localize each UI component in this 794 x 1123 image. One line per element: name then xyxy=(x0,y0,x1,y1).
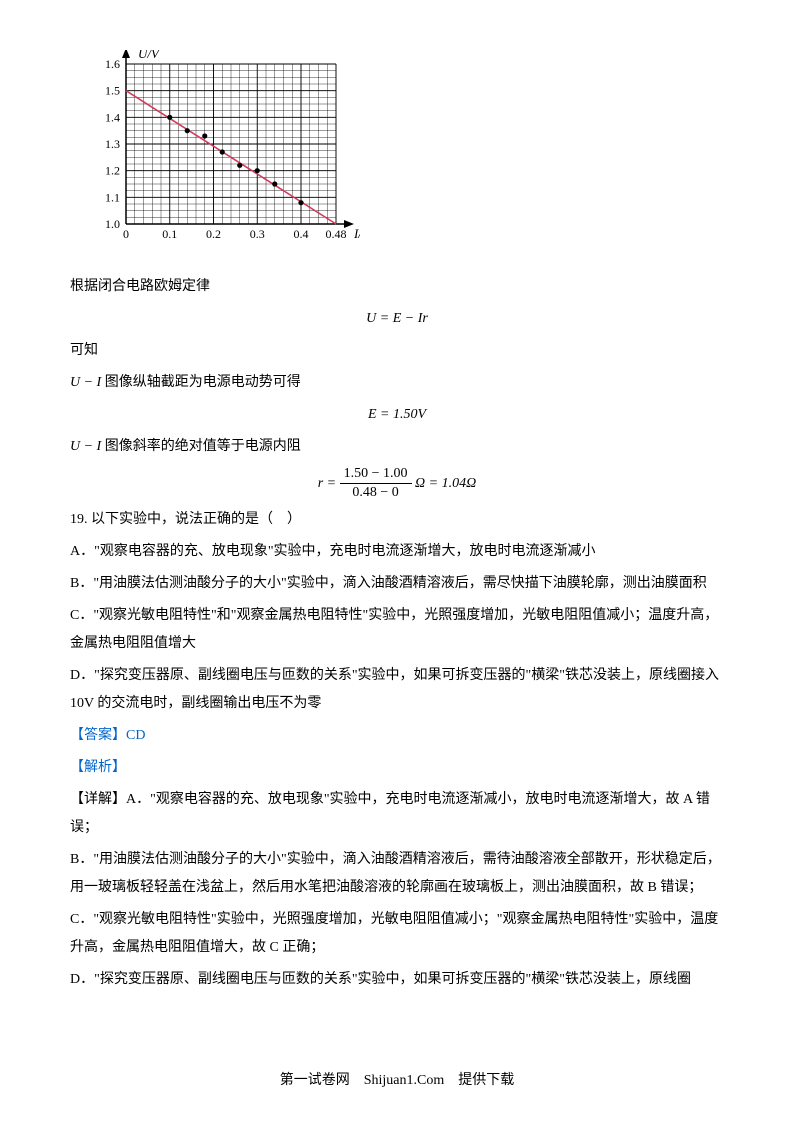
page-footer: 第一试卷网 Shijuan1.Com 提供下载 xyxy=(0,1067,794,1095)
svg-text:1.4: 1.4 xyxy=(105,110,120,124)
svg-text:1.2: 1.2 xyxy=(105,164,120,178)
svg-text:0.48: 0.48 xyxy=(326,227,347,241)
ui-chart: 0 0.1 0.2 0.3 0.4 0.48 1.0 1.1 1.2 1.3 1.4 1.5 1.6 U/… xyxy=(70,50,724,261)
detail-c: C．"观察光敏电阻特性"实验中，光照强度增加，光敏电阻阻值减小；"观察金属热电阻… xyxy=(70,906,724,962)
denominator: 0.48 − 0 xyxy=(340,484,412,502)
equation: U = E − Ir xyxy=(70,305,724,333)
svg-text:0.2: 0.2 xyxy=(206,227,221,241)
eq-suffix: Ω = 1.04Ω xyxy=(412,476,477,491)
detail-text: A．"观察电容器的充、放电现象"实验中，充电时电流逐渐减小，放电时电流逐渐增大，… xyxy=(70,792,710,835)
svg-text:1.3: 1.3 xyxy=(105,137,120,151)
svg-text:0.3: 0.3 xyxy=(250,227,265,241)
svg-text:0.1: 0.1 xyxy=(162,227,177,241)
question-stem: 19. 以下实验中，说法正确的是（ ） xyxy=(70,506,724,534)
svg-text:I/A: I/A xyxy=(353,226,360,241)
svg-text:0.4: 0.4 xyxy=(294,227,309,241)
option-d: D．"探究变压器原、副线圈电压与匝数的关系"实验中，如果可拆变压器的"横梁"铁芯… xyxy=(70,662,724,718)
text: 图像纵轴截距为电源电动势可得 xyxy=(105,375,301,390)
equation-fraction: r = 1.50 − 1.000.48 − 0 Ω = 1.04Ω xyxy=(70,465,724,502)
svg-text:U/V: U/V xyxy=(138,50,161,61)
detail-b: B．"用油膜法估测油酸分子的大小"实验中，滴入油酸酒精溶液后，需待油酸溶液全部散… xyxy=(70,846,724,902)
option-b: B．"用油膜法估测油酸分子的大小"实验中，滴入油酸酒精溶液后，需尽快描下油膜轮廓… xyxy=(70,570,724,598)
text-line: U − I 图像纵轴截距为电源电动势可得 xyxy=(70,369,724,397)
detail-d: D．"探究变压器原、副线圈电压与匝数的关系"实验中，如果可拆变压器的"横梁"铁芯… xyxy=(70,966,724,994)
ui-chart-svg: 0 0.1 0.2 0.3 0.4 0.48 1.0 1.1 1.2 1.3 1.4 1.5 1.6 U/… xyxy=(80,50,360,250)
footer-url: Shijuan1.Com xyxy=(364,1073,445,1088)
footer-tip: 提供下载 xyxy=(458,1073,514,1088)
detail-label: 【详解】 xyxy=(70,792,126,807)
detail-a: 【详解】A．"观察电容器的充、放电现象"实验中，充电时电流逐渐减小，放电时电流逐… xyxy=(70,786,724,842)
equation: E = 1.50V xyxy=(70,401,724,429)
var: U − I xyxy=(70,375,105,390)
option-a: A．"观察电容器的充、放电现象"实验中，充电时电流逐渐增大，放电时电流逐渐减小 xyxy=(70,538,724,566)
answer-line: 【答案】CD xyxy=(70,722,724,750)
option-c: C．"观察光敏电阻特性"和"观察金属热电阻特性"实验中，光照强度增加，光敏电阻阻… xyxy=(70,602,724,658)
text-line: 根据闭合电路欧姆定律 xyxy=(70,273,724,301)
text-line: U − I 图像斜率的绝对值等于电源内阻 xyxy=(70,433,724,461)
svg-text:1.5: 1.5 xyxy=(105,84,120,98)
svg-text:1.0: 1.0 xyxy=(105,217,120,231)
answer-label: 【答案】 xyxy=(70,728,126,743)
svg-text:1.6: 1.6 xyxy=(105,57,120,71)
numerator: 1.50 − 1.00 xyxy=(340,465,412,484)
footer-site: 第一试卷网 xyxy=(280,1073,350,1088)
analysis-label: 【解析】 xyxy=(70,754,724,782)
var: U − I xyxy=(70,439,105,454)
svg-text:0: 0 xyxy=(123,227,129,241)
text: 图像斜率的绝对值等于电源内阻 xyxy=(105,439,301,454)
fraction: 1.50 − 1.000.48 − 0 xyxy=(340,465,412,502)
svg-text:1.1: 1.1 xyxy=(105,190,120,204)
text-line: 可知 xyxy=(70,337,724,365)
answer-value: CD xyxy=(126,728,145,743)
eq-prefix: r = xyxy=(318,476,340,491)
